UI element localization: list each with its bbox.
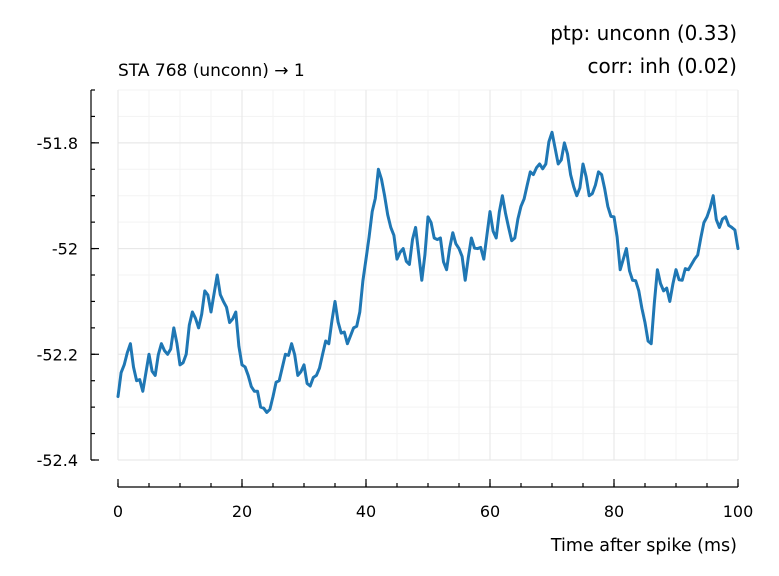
x-tick-label: 20 xyxy=(232,502,252,521)
x-tick-label: 100 xyxy=(723,502,754,521)
chart-title: STA 768 (unconn) → 1 xyxy=(118,61,305,81)
x-tick-label: 0 xyxy=(113,502,123,521)
series-line xyxy=(116,130,740,414)
y-tick-label: -52.2 xyxy=(37,345,78,364)
x-axis-label: Time after spike (ms) xyxy=(550,536,737,556)
y-tick-label: -52.4 xyxy=(37,451,78,470)
x-ticks: 0 20 40 60 80 100 xyxy=(113,479,753,521)
x-tick-label: 80 xyxy=(604,502,624,521)
y-ticks: -52.4 -52.2 -52 -51.8 xyxy=(37,89,99,470)
y-tick-label: -52 xyxy=(52,240,78,259)
x-tick-label: 40 xyxy=(356,502,376,521)
annotation-corr: corr: inh (0.02) xyxy=(588,54,737,78)
grid xyxy=(117,89,739,461)
x-tick-label: 60 xyxy=(480,502,500,521)
annotation-ptp: ptp: unconn (0.33) xyxy=(550,21,737,45)
y-tick-label: -51.8 xyxy=(37,134,78,153)
